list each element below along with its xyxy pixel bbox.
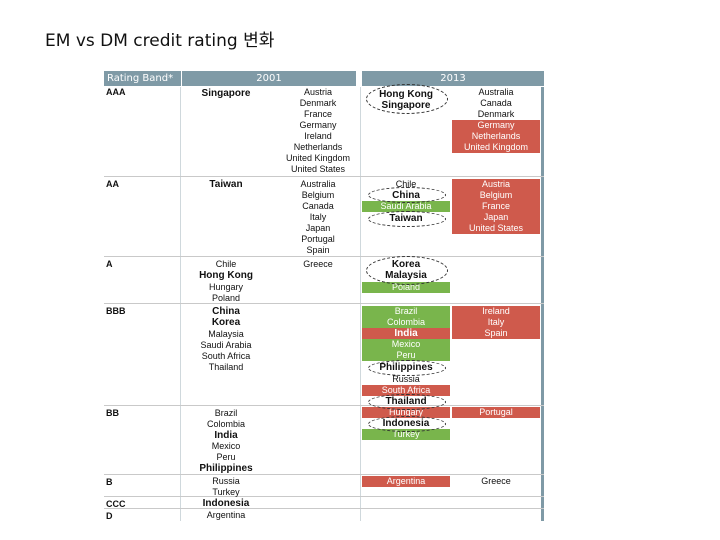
country-2001-em: South Africa xyxy=(201,351,251,361)
country-2013-dm-downgrade: Spain xyxy=(452,328,540,339)
column-divider xyxy=(360,87,361,521)
country-2001-em: Peru xyxy=(216,452,236,462)
country-2001-dm: Italy xyxy=(309,212,327,222)
country-2013-dm-downgrade: Belgium xyxy=(452,190,540,201)
country-2013-em-downgrade: Hungary xyxy=(362,407,450,418)
country-2013-dm: Australia xyxy=(478,87,514,97)
country-2001-dm: Portugal xyxy=(301,234,335,244)
country-2013-em-upgrade: Turkey xyxy=(362,429,450,440)
band-b: B xyxy=(106,477,113,487)
band-aa: AA xyxy=(106,179,119,189)
country-2001-em: Mexico xyxy=(211,441,241,451)
country-2013-dm-downgrade: Ireland xyxy=(452,306,540,317)
country-2013-em-downgrade: India xyxy=(362,328,450,339)
band-separator xyxy=(104,256,544,257)
highlight-ellipse xyxy=(368,416,446,432)
country-2013-em-upgrade: Mexico xyxy=(362,339,450,350)
country-2001-em: India xyxy=(214,430,238,441)
band-d: D xyxy=(106,511,113,521)
country-2001-em: Saudi Arabia xyxy=(200,340,252,350)
country-2001-dm: Canada xyxy=(302,201,334,211)
country-2001-em: Indonesia xyxy=(202,498,250,509)
country-2001-em: Hong Kong xyxy=(199,270,253,281)
country-2001-em: Argentina xyxy=(206,510,246,520)
country-2013-dm-downgrade: Japan xyxy=(452,212,540,223)
country-2001-em: Poland xyxy=(211,293,241,303)
band-aaa: AAA xyxy=(106,87,126,97)
slide-title: EM vs DM credit rating 변화 xyxy=(45,31,275,51)
country-2001-dm: France xyxy=(303,109,332,119)
highlight-ellipse xyxy=(368,211,446,227)
band-bbb: BBB xyxy=(106,306,126,316)
country-2001-dm: Austria xyxy=(303,87,332,97)
country-2013-dm: Greece xyxy=(481,476,511,486)
country-2013-dm-downgrade: France xyxy=(452,201,540,212)
country-2013-dm: Canada xyxy=(480,98,512,108)
highlight-ellipse xyxy=(368,360,446,376)
country-2013-em-upgrade: Brazil xyxy=(362,306,450,317)
highlight-ellipse xyxy=(366,256,448,285)
country-2013-em-downgrade: South Africa xyxy=(362,385,450,396)
country-2013-dm-downgrade: Austria xyxy=(452,179,540,190)
band-separator xyxy=(104,496,544,497)
header-2001: 2001 xyxy=(182,71,356,86)
table-right-edge xyxy=(541,87,544,521)
band-bb: BB xyxy=(106,408,119,418)
country-2001-dm: United States xyxy=(290,164,346,174)
highlight-ellipse xyxy=(366,84,448,114)
country-2001-em: Taiwan xyxy=(209,179,243,190)
country-2013-em: Chile xyxy=(395,179,417,189)
country-2013-dm: Denmark xyxy=(477,109,515,119)
country-2013-em-upgrade: Poland xyxy=(362,282,450,293)
country-2013-em: Russia xyxy=(392,374,420,384)
country-2001-dm: United Kingdom xyxy=(285,153,351,163)
country-2013-dm-downgrade: Portugal xyxy=(452,407,540,418)
country-2001-em: Brazil xyxy=(214,408,238,418)
credit-rating-table: Rating Band* 2001 2013 AAA AA A BBB BB B… xyxy=(104,71,544,521)
country-2001-em: Chile xyxy=(215,259,237,269)
country-2001-dm: Australia xyxy=(300,179,336,189)
country-2013-dm-downgrade: Italy xyxy=(452,317,540,328)
highlight-ellipse xyxy=(368,394,446,410)
column-divider xyxy=(180,87,181,521)
band-separator xyxy=(104,474,544,475)
country-2001-dm: Denmark xyxy=(299,98,337,108)
country-2013-em-upgrade: Colombia xyxy=(362,317,450,328)
country-2001-em: Korea xyxy=(211,317,241,328)
country-2001-em: Hungary xyxy=(208,282,244,292)
country-2001-dm: Greece xyxy=(303,259,333,269)
country-2001-em: Colombia xyxy=(206,419,246,429)
band-ccc: CCC xyxy=(106,499,126,509)
band-separator xyxy=(104,303,544,304)
country-2001-em: Singapore xyxy=(201,88,251,99)
country-2001-dm: Belgium xyxy=(301,190,335,200)
country-2001-em: China xyxy=(212,306,240,317)
highlight-ellipse xyxy=(368,187,446,203)
country-2013-dm-downgrade: Netherlands xyxy=(452,131,540,142)
country-2001-dm: Germany xyxy=(299,120,337,130)
country-2013-dm-downgrade: United Kingdom xyxy=(452,142,540,153)
country-2001-em: Thailand xyxy=(208,362,244,372)
country-2001-em: Turkey xyxy=(212,487,240,497)
country-2001-em: Russia xyxy=(212,476,240,486)
country-2013-em-upgrade: Peru xyxy=(362,350,450,361)
country-2013-dm-downgrade: Germany xyxy=(452,120,540,131)
country-2001-em: Philippines xyxy=(199,463,253,474)
band-separator xyxy=(104,508,544,509)
header-2013: 2013 xyxy=(362,71,544,86)
country-2001-dm: Netherlands xyxy=(293,142,343,152)
country-2001-dm: Spain xyxy=(306,245,330,255)
band-a: A xyxy=(106,259,113,269)
band-separator xyxy=(104,176,544,177)
country-2013-em-downgrade: Argentina xyxy=(362,476,450,487)
band-separator xyxy=(104,405,544,406)
country-2001-dm: Ireland xyxy=(304,131,332,141)
country-2013-dm-downgrade: United States xyxy=(452,223,540,234)
header-rating-band: Rating Band* xyxy=(104,71,181,86)
country-2001-dm: Japan xyxy=(305,223,331,233)
country-2001-em: Malaysia xyxy=(208,329,244,339)
country-2013-em-upgrade: Saudi Arabia xyxy=(362,201,450,212)
